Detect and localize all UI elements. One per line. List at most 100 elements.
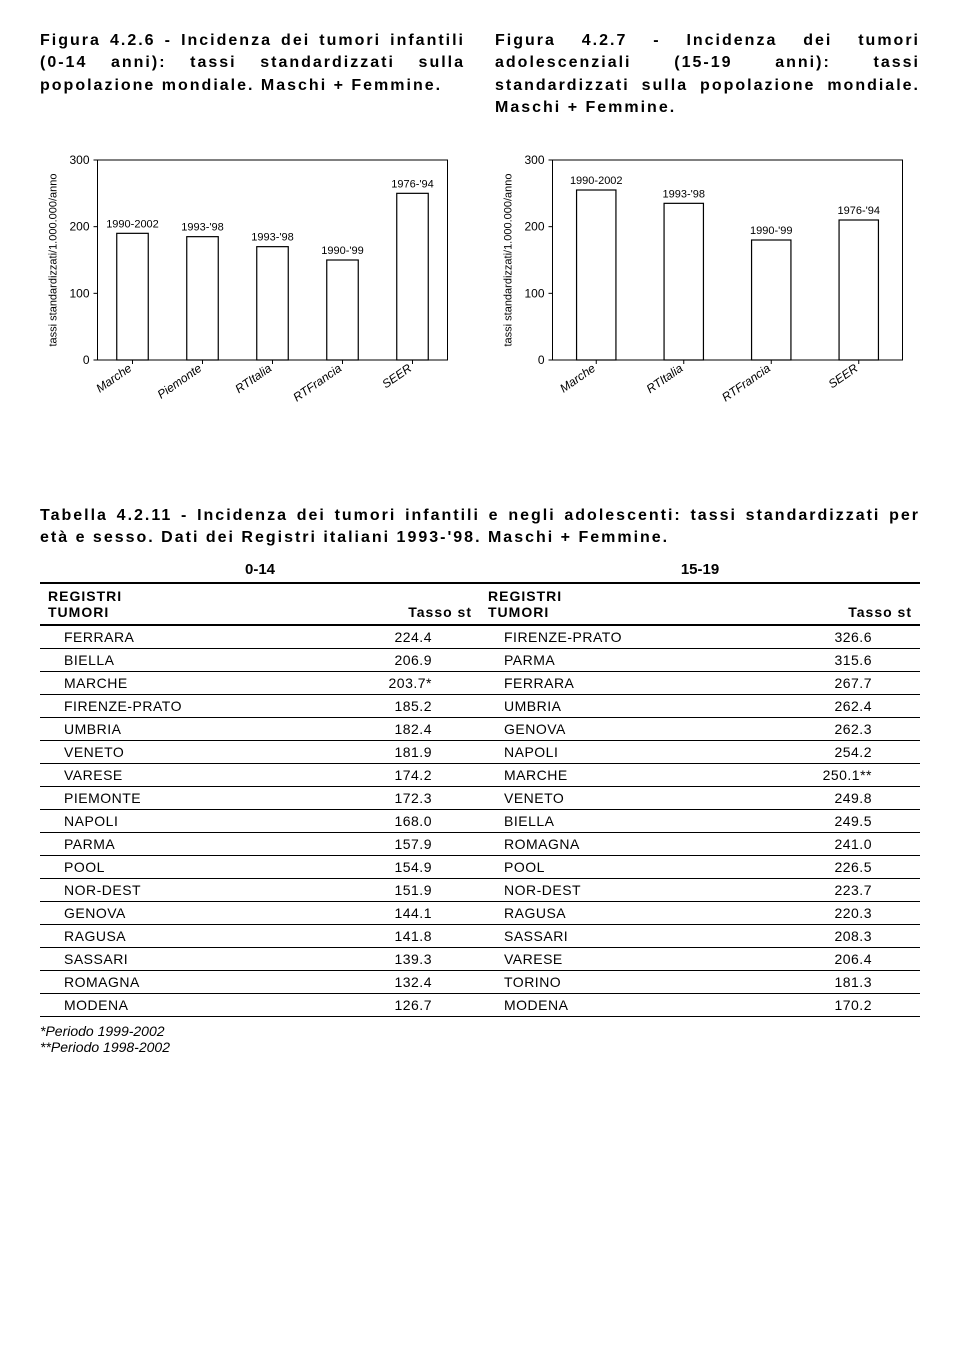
svg-text:SEER: SEER (826, 360, 861, 390)
svg-text:300: 300 (524, 153, 544, 167)
table-cell-left: NOR-DEST151.9 (40, 879, 480, 902)
registry-value: 126.7 (312, 997, 472, 1013)
registry-value: 220.3 (752, 905, 912, 921)
table-cell-right: NAPOLI254.2 (480, 741, 920, 764)
registry-value: 226.5 (752, 859, 912, 875)
table-cell-right: FIRENZE-PRATO326.6 (480, 626, 920, 649)
table-cell-left: POOL154.9 (40, 856, 480, 879)
registry-value: 224.4 (312, 629, 472, 645)
svg-text:0: 0 (538, 353, 545, 367)
table-cell-right: VARESE206.4 (480, 948, 920, 971)
registry-value: 181.3 (752, 974, 912, 990)
svg-text:SEER: SEER (379, 360, 414, 390)
table-row: UMBRIA182.4GENOVA262.3 (40, 718, 920, 741)
registry-name: NAPOLI (48, 813, 312, 829)
data-rows: FERRARA224.4FIRENZE-PRATO326.6BIELLA206.… (40, 626, 920, 1017)
table-cell-left: MARCHE203.7* (40, 672, 480, 695)
svg-text:1993-'98: 1993-'98 (181, 221, 223, 233)
table-row: VARESE174.2MARCHE250.1** (40, 764, 920, 787)
registry-value: 168.0 (312, 813, 472, 829)
svg-text:1990-2002: 1990-2002 (106, 218, 159, 230)
registry-name: SASSARI (488, 928, 752, 944)
svg-text:RTItalia: RTItalia (232, 360, 274, 395)
footnote-2: **Periodo 1998-2002 (40, 1039, 920, 1055)
figure-titles-row: Figura 4.2.6 - Incidenza dei tumori infa… (40, 30, 920, 120)
registry-name: NAPOLI (488, 744, 752, 760)
svg-text:1990-2002: 1990-2002 (570, 175, 623, 187)
age-header-15-19: 15-19 (480, 557, 920, 582)
registry-value: 241.0 (752, 836, 912, 852)
svg-text:300: 300 (69, 153, 89, 167)
table-row: MARCHE203.7* FERRARA267.7 (40, 672, 920, 695)
svg-text:0: 0 (83, 353, 90, 367)
registry-value: 223.7 (752, 882, 912, 898)
registry-name: MARCHE (488, 767, 752, 783)
table-cell-left: PARMA157.9 (40, 833, 480, 856)
registry-name: FIRENZE-PRATO (488, 629, 752, 645)
registry-name: VARESE (488, 951, 752, 967)
registry-name: SASSARI (48, 951, 312, 967)
registry-value: 141.8 (312, 928, 472, 944)
footnote-1: *Periodo 1999-2002 (40, 1023, 920, 1039)
registry-name: GENOVA (48, 905, 312, 921)
registry-name: BIELLA (488, 813, 752, 829)
registry-name: BIELLA (48, 652, 312, 668)
registry-name: PIEMONTE (48, 790, 312, 806)
table-title: Tabella 4.2.11 - Incidenza dei tumori in… (40, 505, 920, 550)
registry-name: ROMAGNA (48, 974, 312, 990)
registry-value: 326.6 (752, 629, 912, 645)
registry-name: VENETO (48, 744, 312, 760)
registry-name: FIRENZE-PRATO (48, 698, 312, 714)
registry-value: 151.9 (312, 882, 472, 898)
table-row: ROMAGNA132.4TORINO181.3 (40, 971, 920, 994)
age-header-0-14: 0-14 (40, 557, 480, 582)
svg-text:1990-'99: 1990-'99 (750, 225, 792, 237)
table-cell-right: MODENA170.2 (480, 994, 920, 1017)
table-cell-left: FERRARA224.4 (40, 626, 480, 649)
registry-name: NOR-DEST (488, 882, 752, 898)
registry-name: FERRARA (488, 675, 752, 691)
registry-value: 249.5 (752, 813, 912, 829)
header-block-right: REGISTRI TUMORI Tasso st (480, 584, 920, 624)
charts-row: 0100200300tassi standardizzati/1.000.000… (40, 140, 920, 425)
svg-text:Piemonte: Piemonte (155, 360, 205, 401)
table-cell-right: GENOVA262.3 (480, 718, 920, 741)
registry-value: 267.7 (752, 675, 912, 691)
chart-427: 0100200300tassi standardizzati/1.000.000… (495, 140, 920, 425)
footnotes: *Periodo 1999-2002 **Periodo 1998-2002 (40, 1023, 920, 1055)
header-registri-left: REGISTRI (40, 584, 480, 604)
table-row: FIRENZE-PRATO185.2UMBRIA262.4 (40, 695, 920, 718)
table-row: FERRARA224.4FIRENZE-PRATO326.6 (40, 626, 920, 649)
registry-name: MODENA (488, 997, 752, 1013)
registry-name: MODENA (48, 997, 312, 1013)
registry-value: 157.9 (312, 836, 472, 852)
registry-name: RAGUSA (488, 905, 752, 921)
registry-value: 262.3 (752, 721, 912, 737)
registry-name: ROMAGNA (488, 836, 752, 852)
table-row: RAGUSA141.8SASSARI208.3 (40, 925, 920, 948)
table-cell-left: VENETO181.9 (40, 741, 480, 764)
table-cell-right: ROMAGNA241.0 (480, 833, 920, 856)
registry-value: 154.9 (312, 859, 472, 875)
svg-text:1976-'94: 1976-'94 (391, 178, 433, 190)
table-row: VENETO181.9NAPOLI254.2 (40, 741, 920, 764)
table-cell-right: TORINO181.3 (480, 971, 920, 994)
table-cell-left: GENOVA144.1 (40, 902, 480, 925)
registry-name: POOL (488, 859, 752, 875)
table-cell-left: NAPOLI168.0 (40, 810, 480, 833)
header-registri-right: REGISTRI (480, 584, 920, 604)
figure-426-title: Figura 4.2.6 - Incidenza dei tumori infa… (40, 30, 465, 120)
svg-text:tassi standardizzati/1.000.000: tassi standardizzati/1.000.000/anno (503, 173, 515, 346)
table-cell-left: FIRENZE-PRATO185.2 (40, 695, 480, 718)
registry-value: 174.2 (312, 767, 472, 783)
registry-value: 203.7* (312, 675, 472, 691)
figure-427-title: Figura 4.2.7 - Incidenza dei tumori adol… (495, 30, 920, 120)
table-row: NAPOLI168.0 BIELLA249.5 (40, 810, 920, 833)
table-cell-left: UMBRIA182.4 (40, 718, 480, 741)
data-table: 0-14 15-19 REGISTRI TUMORI Tasso st REGI… (40, 557, 920, 1055)
registry-value: 182.4 (312, 721, 472, 737)
svg-text:1976-'94: 1976-'94 (838, 205, 880, 217)
registry-value: 208.3 (752, 928, 912, 944)
table-row: POOL154.9 POOL226.5 (40, 856, 920, 879)
header-tumori-left: TUMORI (48, 604, 352, 620)
